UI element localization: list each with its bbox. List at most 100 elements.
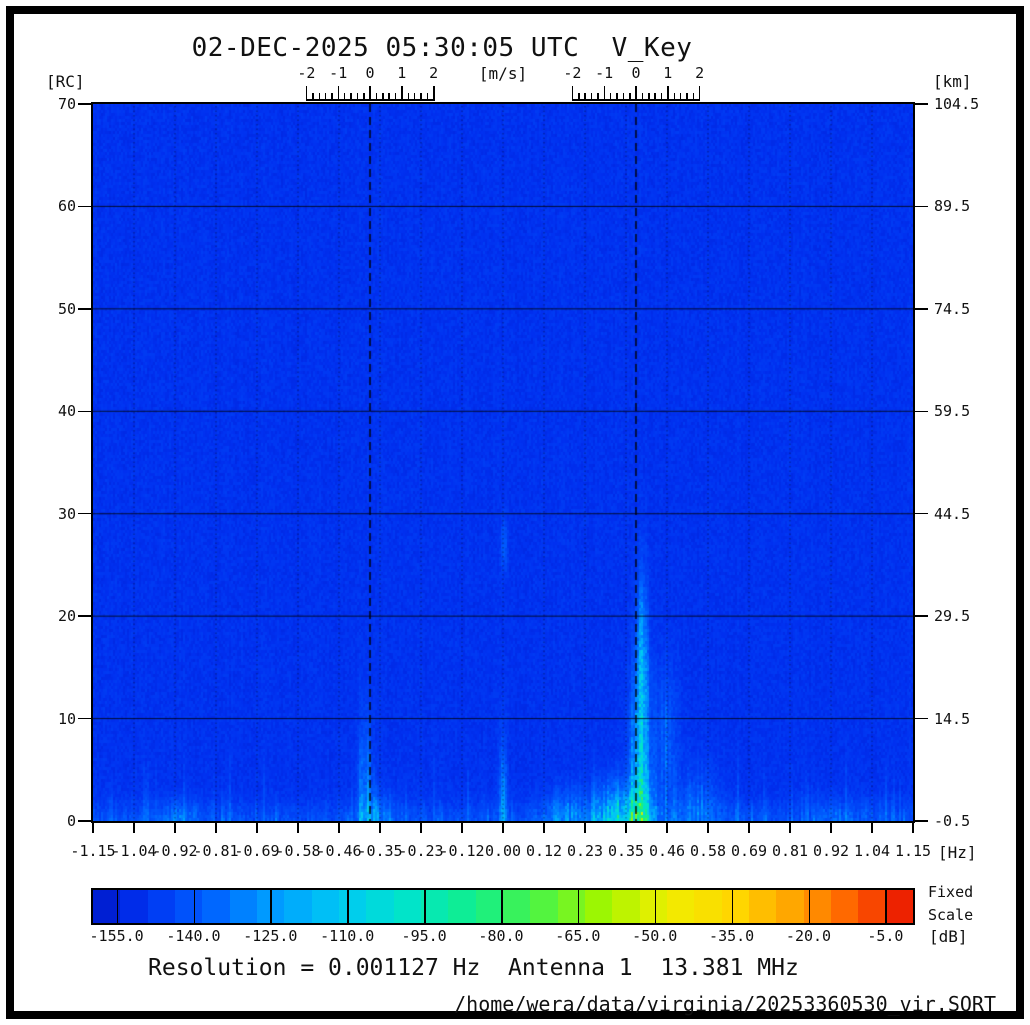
bottom-axis-unit: [Hz] (938, 843, 977, 862)
colorbar-segment (748, 890, 777, 923)
x-axis-tick-label: 0.69 (730, 842, 768, 860)
x-axis-tick (748, 823, 750, 833)
y-left-axis-tick (78, 717, 91, 720)
x-axis-tick-label: -0.46 (316, 842, 362, 860)
resolution-info: Resolution = 0.001127 Hz Antenna 1 13.38… (148, 955, 799, 981)
velocity-ruler-tick (648, 92, 650, 101)
colorbar-segment (311, 890, 339, 923)
colorbar-segment (858, 890, 886, 923)
velocity-ruler-tick-label: -2 (563, 64, 582, 82)
x-axis-tick-label: -0.81 (193, 842, 239, 860)
x-axis-tick-label: 1.15 (894, 842, 932, 860)
x-axis-tick-label: -1.04 (111, 842, 157, 860)
y-right-axis-tick (915, 308, 928, 310)
x-axis-tick-label: 0.58 (689, 842, 727, 860)
colorbar-segment (721, 890, 749, 923)
velocity-ruler-tick (654, 92, 656, 101)
y-left-axis-tick (78, 308, 91, 310)
x-axis-tick (379, 823, 381, 833)
colorbar-segment (530, 890, 558, 923)
colorbar-tick-label: -50.0 (632, 927, 678, 945)
velocity-ruler-tick-label: 0 (631, 64, 641, 82)
colorbar-segment (284, 890, 312, 923)
velocity-ruler-tick (433, 85, 435, 101)
velocity-ruler-tick (388, 92, 390, 101)
velocity-ruler-tick (382, 92, 384, 101)
y-left-tick-label: 10 (57, 709, 76, 728)
velocity-ruler-tick (369, 85, 371, 101)
y-right-tick-label: -0.5 (934, 812, 971, 830)
velocity-ruler-tick (667, 85, 669, 101)
x-axis-tick (215, 823, 217, 833)
x-axis-tick (174, 823, 176, 833)
colorbar-segment (147, 890, 175, 923)
y-right-tick-label: 74.5 (934, 299, 971, 318)
y-right-tick-label: 14.5 (934, 709, 971, 728)
x-axis-tick (789, 823, 791, 833)
velocity-ruler-tick (673, 92, 676, 101)
colorbar-tick (577, 888, 580, 925)
x-axis-tick (625, 823, 627, 833)
colorbar-segment (393, 890, 421, 923)
velocity-ruler-tick-label: -1 (329, 64, 348, 82)
velocity-ruler-tick (635, 85, 637, 101)
x-axis-tick (133, 823, 135, 833)
x-axis-tick (502, 823, 504, 833)
x-axis-tick (297, 823, 299, 833)
colorbar-segment (612, 890, 640, 923)
x-axis-tick (830, 823, 832, 833)
velocity-ruler-tick-label: 0 (365, 64, 375, 82)
velocity-ruler-tick (686, 92, 688, 101)
y-left-axis-tick (78, 103, 91, 105)
x-axis-tick (912, 823, 914, 833)
x-axis-tick (92, 823, 94, 833)
colorbar-tick-label: -35.0 (709, 927, 755, 945)
y-right-axis-tick (915, 410, 928, 413)
velocity-ruler-tick (660, 92, 663, 101)
velocity-ruler-tick (426, 92, 429, 101)
y-left-tick-label: 0 (66, 812, 76, 830)
y-left-tick-label: 20 (57, 607, 76, 626)
velocity-ruler-tick (597, 92, 599, 101)
velocity-ruler-tick (698, 85, 701, 101)
velocity-ruler-tick (318, 92, 321, 101)
colorbar-tick (885, 888, 887, 925)
x-axis-tick-label: 0.23 (566, 842, 604, 860)
x-axis-tick (543, 823, 545, 833)
colorbar-segment (694, 890, 722, 923)
colorbar-segment (202, 890, 230, 923)
colorbar-tick-label: -20.0 (785, 927, 832, 945)
colorbar-segment (557, 890, 585, 923)
file-path: /home/wera/data/virginia/20253360530_vir… (454, 992, 996, 1016)
colorbar-tick-label: -110.0 (320, 927, 375, 945)
y-left-tick-label: 50 (57, 299, 76, 318)
y-left-tick-label: 40 (57, 402, 76, 421)
velocity-ruler-tick (692, 92, 695, 101)
x-axis-tick (256, 823, 258, 833)
colorbar-segment (502, 890, 531, 923)
velocity-ruler-tick (324, 92, 327, 101)
velocity-ruler-tick (356, 92, 359, 101)
colorbar-tick (731, 888, 734, 925)
colorbar-segment (93, 890, 121, 923)
velocity-ruler-tick-label: -1 (595, 64, 614, 82)
x-axis-tick-label: -0.12 (439, 842, 485, 860)
left-axis-unit: [RC] (46, 72, 85, 91)
x-axis-tick-label: 1.04 (853, 842, 891, 860)
x-axis-tick-label: 0.92 (812, 842, 850, 860)
colorbar-tick (270, 888, 272, 925)
colorbar-segment (803, 890, 831, 923)
colorbar-tick (654, 888, 657, 925)
colorbar-segment (475, 890, 503, 923)
x-axis-tick-label: 0.46 (648, 842, 686, 860)
velocity-ruler-tick (413, 92, 416, 101)
doppler-spectrum-heatmap (93, 104, 913, 821)
velocity-ruler-tick (407, 92, 410, 101)
velocity-ruler-tick (337, 85, 340, 101)
colorbar-segment (229, 890, 257, 923)
colorbar-tick (193, 888, 195, 925)
velocity-ruler-tick (420, 92, 422, 101)
y-right-tick-label: 44.5 (934, 504, 971, 523)
velocity-ruler-tick (603, 85, 606, 101)
y-left-tick-label: 70 (57, 95, 76, 113)
